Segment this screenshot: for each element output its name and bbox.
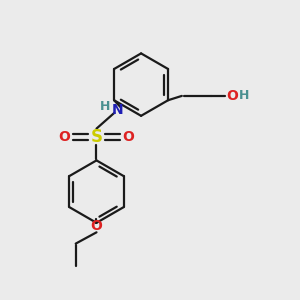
Text: N: N [112,103,123,117]
Text: H: H [100,100,110,113]
Text: O: O [91,219,102,233]
Text: O: O [123,130,134,144]
Text: H: H [239,89,249,102]
Text: O: O [58,130,70,144]
Text: O: O [226,89,238,103]
Text: S: S [91,128,103,146]
